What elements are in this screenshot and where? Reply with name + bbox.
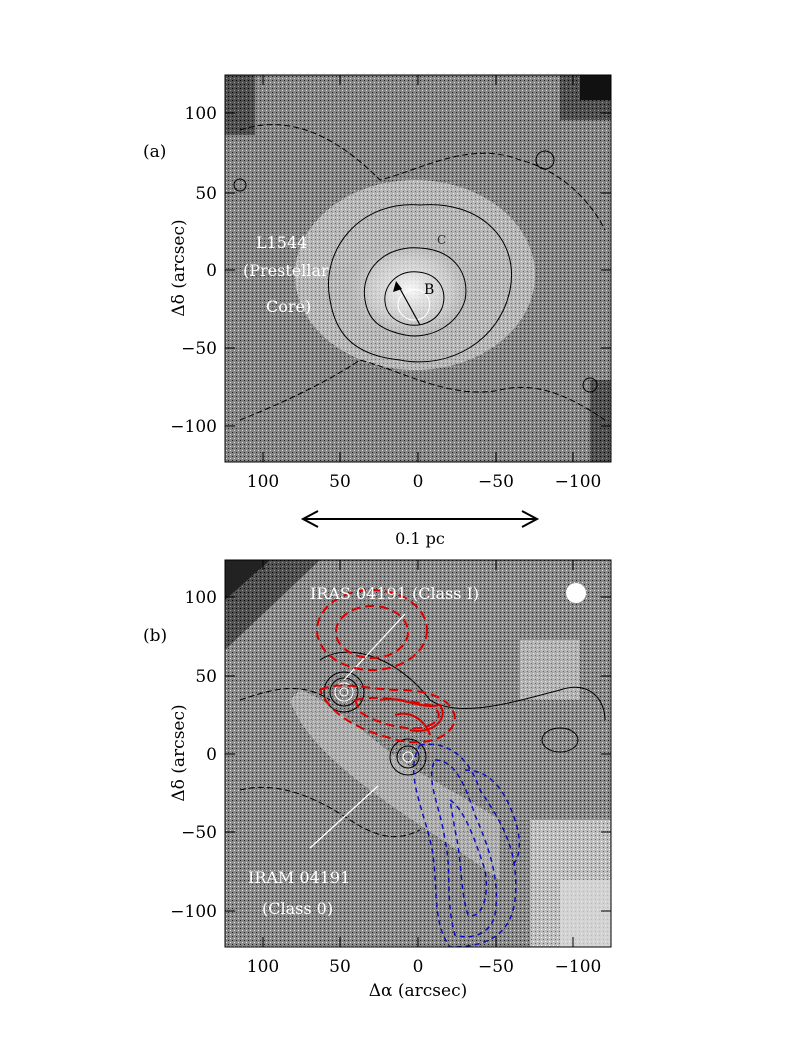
panel-b-y-tick-label: 100 <box>185 588 217 608</box>
panel-a-map <box>225 75 611 462</box>
panel-b-tag: (b) <box>143 626 167 646</box>
panel-a-x-tick-label: 100 <box>247 472 279 492</box>
panel-a-source-line2: (Prestellar <box>243 261 329 280</box>
red-lobe-solid <box>379 698 444 736</box>
panel-b-source-bottom-line2: (Class 0) <box>262 899 333 918</box>
panel-a-y-tick-label: 100 <box>185 104 217 124</box>
panel-b-map <box>225 560 611 947</box>
panel-b-ylabel: Δδ (arcsec) <box>169 704 189 801</box>
panel-b-source-bottom-line1: IRAM 04191 <box>248 868 350 887</box>
scale-bar-label: 0.1 pc <box>395 529 445 548</box>
panel-b-x-ticks: 100 50 0 −50 −100 <box>247 560 602 977</box>
panel-b-y-ticks: 100 50 0 −50 −100 <box>170 588 611 922</box>
panel-a-source-line3: Core) <box>266 297 311 316</box>
beam-marker <box>566 583 586 603</box>
panel-a-marker-b: B <box>424 282 434 298</box>
blue-lobe-contours <box>412 743 520 947</box>
panel-a-y-tick-label: −100 <box>170 417 217 437</box>
panel-b-x-tick-label: 100 <box>247 957 279 977</box>
panel-b-x-tick-label: −50 <box>478 957 514 977</box>
panel-b-source-top: IRAS 04191 (Class I) <box>310 584 479 603</box>
panel-b-y-tick-label: −100 <box>170 902 217 922</box>
panel-b-xlabel: Δα (arcsec) <box>369 981 468 1001</box>
panel-a-x-tick-label: 50 <box>329 472 351 492</box>
panel-b-y-tick-label: 0 <box>206 745 217 765</box>
panel-a-x-tick-label: −50 <box>478 472 514 492</box>
panel-a-y-tick-label: −50 <box>181 339 217 359</box>
panel-a-x-tick-label: 0 <box>413 472 424 492</box>
panel-b-x-tick-label: 0 <box>413 957 424 977</box>
panel-a-y-ticks: 100 50 0 −50 −100 <box>170 104 611 437</box>
panel-b-x-tick-label: 50 <box>329 957 351 977</box>
panel-a-ylabel: Δδ (arcsec) <box>169 219 189 316</box>
panel-a-x-ticks: 100 50 0 −50 −100 <box>247 75 602 492</box>
panel-b-y-tick-label: −50 <box>181 823 217 843</box>
panel-a: L1544 (Prestellar Core) B C (a) 100 50 0… <box>143 74 612 492</box>
panel-a-tag: (a) <box>143 142 166 162</box>
panel-a-source-line1: L1544 <box>256 233 307 252</box>
scale-bar: 0.1 pc <box>300 510 540 548</box>
panel-b-y-tick-label: 50 <box>195 667 217 687</box>
panel-b-x-tick-label: −100 <box>555 957 602 977</box>
panel-a-y-tick-label: 50 <box>195 184 217 204</box>
panel-a-marker-c: C <box>437 233 446 247</box>
panel-a-x-tick-label: −100 <box>555 472 602 492</box>
panel-b: IRAS 04191 (Class I) IRAM 04191 (Class 0… <box>143 559 612 1001</box>
panel-a-y-tick-label: 0 <box>206 261 217 281</box>
